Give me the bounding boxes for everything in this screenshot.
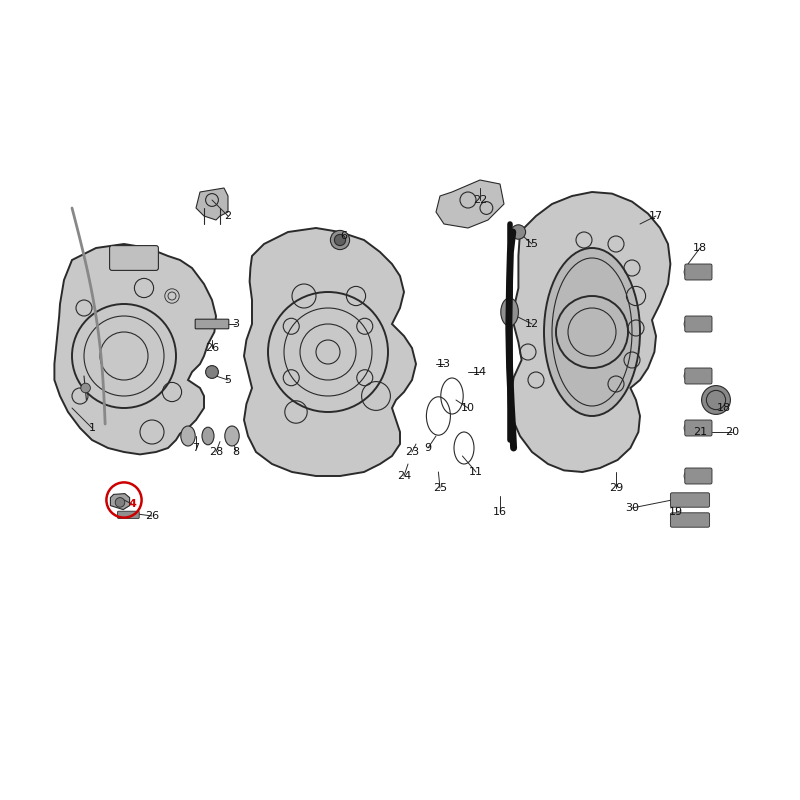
FancyBboxPatch shape bbox=[685, 264, 712, 280]
FancyBboxPatch shape bbox=[685, 420, 712, 436]
Circle shape bbox=[115, 498, 125, 507]
Circle shape bbox=[702, 386, 730, 414]
Circle shape bbox=[134, 278, 154, 298]
Text: 4: 4 bbox=[128, 499, 136, 509]
Text: 3: 3 bbox=[233, 319, 239, 329]
Circle shape bbox=[206, 366, 218, 378]
Text: 12: 12 bbox=[525, 319, 539, 329]
Text: 2: 2 bbox=[225, 211, 231, 221]
Text: 18: 18 bbox=[717, 403, 731, 413]
Circle shape bbox=[511, 225, 526, 239]
FancyBboxPatch shape bbox=[685, 468, 712, 484]
Text: 17: 17 bbox=[649, 211, 663, 221]
Polygon shape bbox=[196, 188, 228, 220]
Ellipse shape bbox=[202, 427, 214, 445]
Text: 25: 25 bbox=[433, 483, 447, 493]
Ellipse shape bbox=[181, 426, 195, 446]
Text: 8: 8 bbox=[233, 447, 239, 457]
Ellipse shape bbox=[501, 298, 518, 326]
Text: 30: 30 bbox=[625, 503, 639, 513]
Text: 28: 28 bbox=[209, 447, 223, 457]
Text: 26: 26 bbox=[145, 511, 159, 521]
Text: 19: 19 bbox=[669, 507, 683, 517]
Circle shape bbox=[81, 383, 90, 393]
Text: 5: 5 bbox=[225, 375, 231, 385]
Ellipse shape bbox=[544, 248, 640, 416]
Text: 20: 20 bbox=[725, 427, 739, 437]
FancyBboxPatch shape bbox=[195, 319, 229, 329]
Text: 9: 9 bbox=[425, 443, 431, 453]
Text: 23: 23 bbox=[405, 447, 419, 457]
Text: 7: 7 bbox=[193, 443, 199, 453]
Circle shape bbox=[334, 234, 346, 246]
Text: 1: 1 bbox=[89, 423, 95, 433]
Circle shape bbox=[330, 230, 350, 250]
Polygon shape bbox=[110, 494, 130, 510]
Text: 13: 13 bbox=[437, 359, 451, 369]
FancyBboxPatch shape bbox=[670, 493, 710, 507]
Text: 15: 15 bbox=[525, 239, 539, 249]
Text: 22: 22 bbox=[473, 195, 487, 205]
Ellipse shape bbox=[225, 426, 239, 446]
Text: 16: 16 bbox=[493, 507, 507, 517]
FancyBboxPatch shape bbox=[685, 368, 712, 384]
Text: 11: 11 bbox=[469, 467, 483, 477]
PathPatch shape bbox=[244, 228, 416, 476]
Text: 18: 18 bbox=[693, 243, 707, 253]
Text: 24: 24 bbox=[397, 471, 411, 481]
Text: 26: 26 bbox=[205, 343, 219, 353]
Text: 14: 14 bbox=[473, 367, 487, 377]
PathPatch shape bbox=[54, 244, 216, 454]
FancyBboxPatch shape bbox=[685, 316, 712, 332]
Text: 10: 10 bbox=[461, 403, 475, 413]
FancyBboxPatch shape bbox=[118, 511, 139, 518]
Polygon shape bbox=[436, 180, 504, 228]
Text: 29: 29 bbox=[609, 483, 623, 493]
FancyBboxPatch shape bbox=[110, 246, 158, 270]
Text: 6: 6 bbox=[341, 231, 347, 241]
Text: 21: 21 bbox=[693, 427, 707, 437]
FancyBboxPatch shape bbox=[670, 513, 710, 527]
PathPatch shape bbox=[510, 192, 670, 472]
